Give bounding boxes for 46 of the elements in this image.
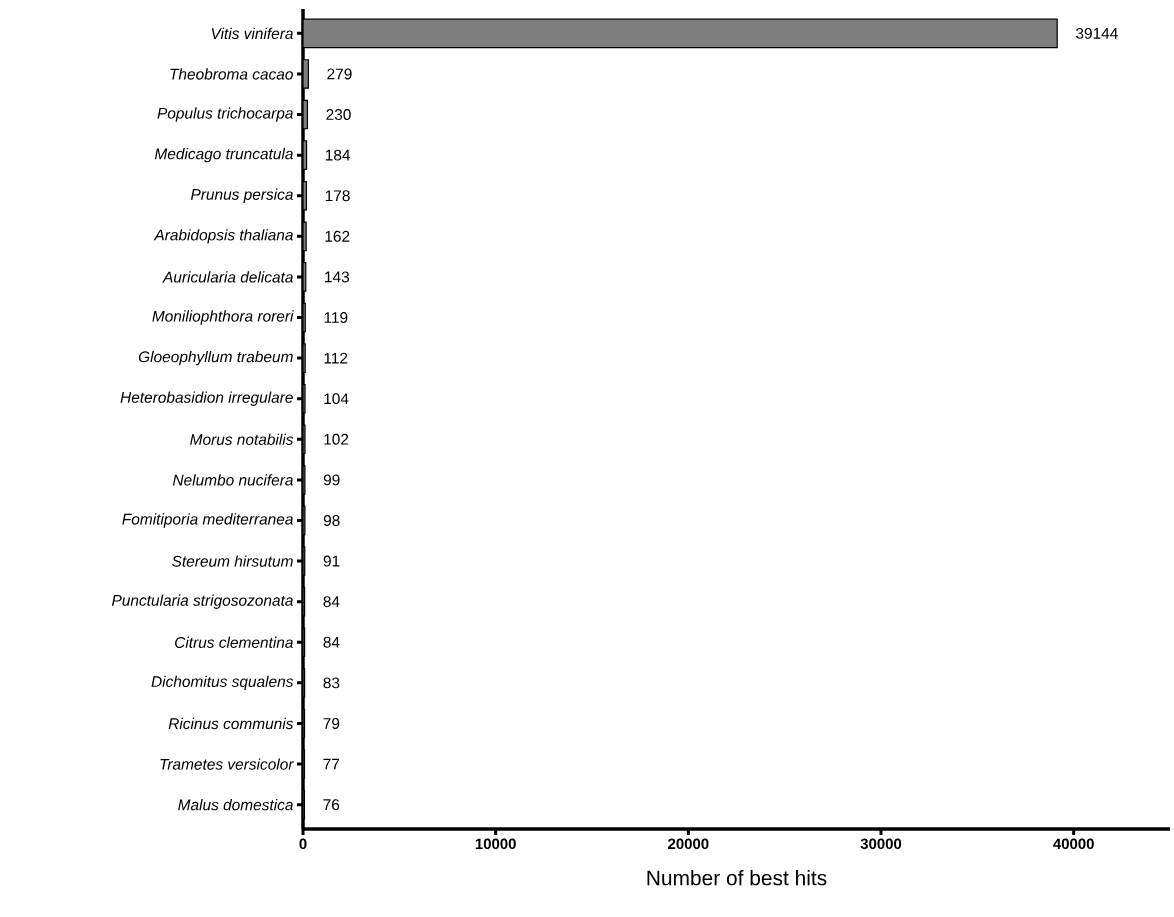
y-tick-label: Populus trichocarpa bbox=[157, 107, 293, 122]
y-tick-label: Stereum hirsutum bbox=[172, 555, 293, 567]
y-tick-label: Punctularia strigosozonata bbox=[111, 594, 293, 609]
data-label: 119 bbox=[324, 312, 348, 323]
data-label: 83 bbox=[323, 677, 340, 689]
data-label: 76 bbox=[323, 799, 340, 811]
y-tick-label: Heterobasidion irregulare bbox=[120, 391, 293, 406]
y-tick-label: Dichomitus squalens bbox=[151, 675, 294, 691]
y-tick-label: Auricularia delicata bbox=[162, 271, 293, 283]
data-label: 39144 bbox=[1075, 27, 1118, 39]
data-label: 279 bbox=[327, 68, 352, 80]
data-label: 91 bbox=[323, 555, 340, 567]
data-label: 184 bbox=[325, 149, 351, 161]
y-tick-label: Moniliophthora roreri bbox=[152, 310, 294, 325]
y-tick-label: Citrus clementina bbox=[175, 636, 293, 648]
y-tick-label: Prunus persica bbox=[190, 188, 293, 203]
y-tick-label: Fomitiporia mediterranea bbox=[122, 513, 293, 528]
data-label: 230 bbox=[326, 109, 351, 121]
y-tick-label: Medicago truncatula bbox=[154, 147, 293, 163]
x-tick-label: 30000 bbox=[860, 838, 902, 850]
y-tick-label: Ricinus communis bbox=[168, 717, 294, 730]
x-axis-title: Number of best hits bbox=[647, 869, 827, 886]
data-label: 162 bbox=[325, 230, 350, 242]
y-tick-label: Morus notabilis bbox=[190, 433, 294, 445]
y-tick-label: Vitis vinifera bbox=[211, 27, 293, 40]
data-label: 77 bbox=[323, 758, 340, 770]
data-label: 84 bbox=[323, 596, 340, 608]
data-label: 99 bbox=[323, 474, 340, 486]
y-tick-label: Malus domestica bbox=[178, 798, 293, 811]
y-tick-label: Gloeophyllum trabeum bbox=[138, 350, 293, 366]
data-label: 178 bbox=[325, 190, 350, 202]
data-label: 112 bbox=[324, 352, 348, 364]
x-tick-label: 0 bbox=[299, 838, 307, 850]
y-tick-label: Arabidopsis thaliana bbox=[153, 229, 293, 244]
data-label: 84 bbox=[323, 636, 340, 648]
x-tick-label: 20000 bbox=[668, 838, 709, 850]
data-label: 104 bbox=[324, 393, 349, 405]
y-tick-label: Trametes versicolor bbox=[160, 758, 294, 770]
data-label: 143 bbox=[325, 271, 350, 283]
data-label: 102 bbox=[324, 433, 349, 445]
x-tick-label: 40000 bbox=[1053, 838, 1094, 850]
data-label: 98 bbox=[323, 515, 340, 526]
x-tick-label: 10000 bbox=[475, 838, 516, 850]
y-tick-label: Nelumbo nucifera bbox=[172, 474, 293, 486]
y-tick-label: Theobroma cacao bbox=[170, 68, 293, 80]
data-label: 79 bbox=[323, 718, 340, 729]
